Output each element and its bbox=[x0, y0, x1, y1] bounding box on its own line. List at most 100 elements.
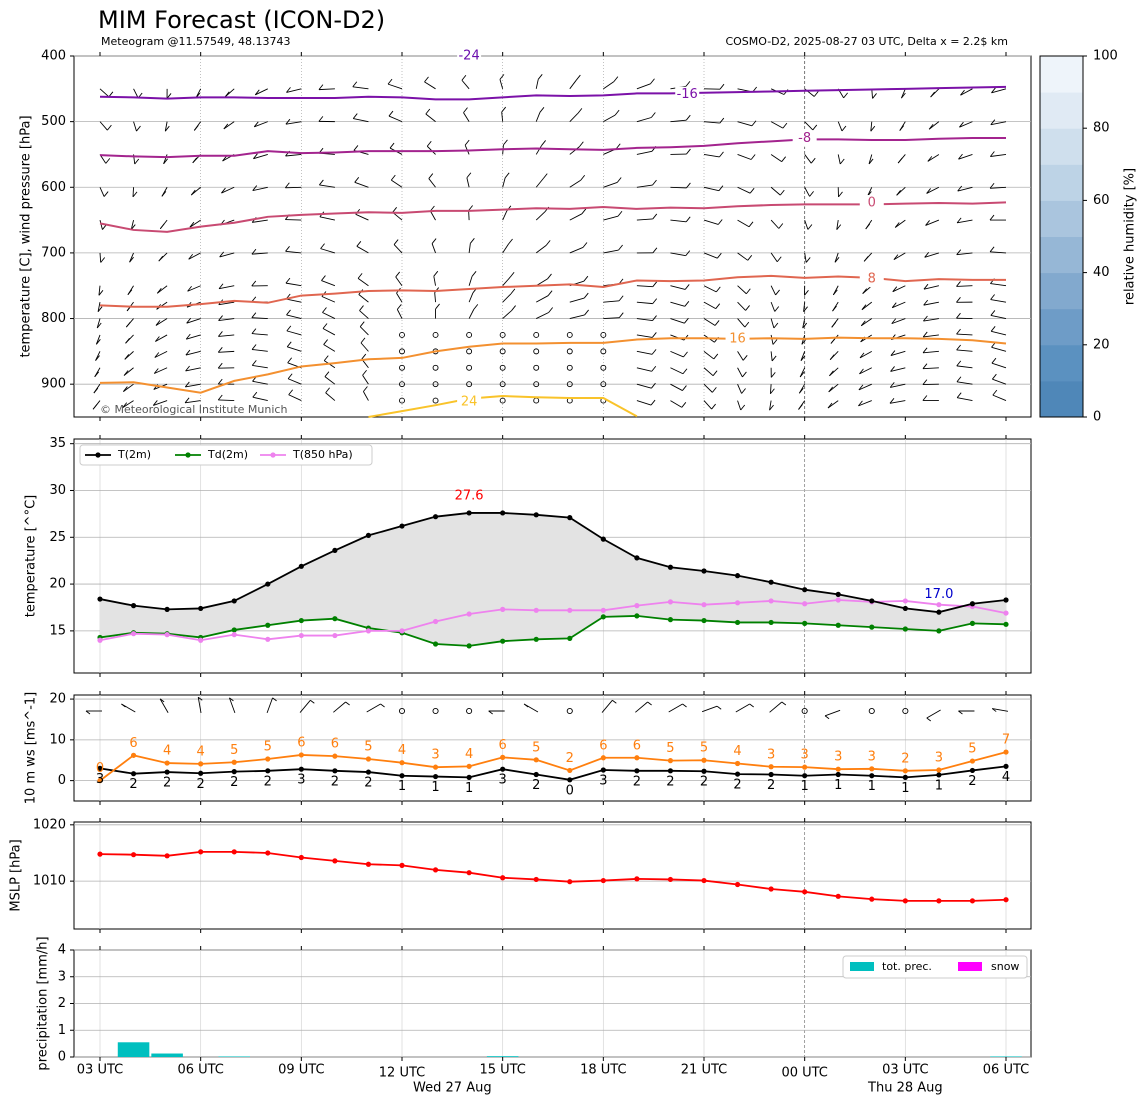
calm-marker bbox=[499, 381, 506, 388]
wind-barb bbox=[433, 276, 436, 286]
x-tick-label: 15 UTC bbox=[479, 1063, 525, 1078]
wind-barb-feather bbox=[252, 185, 258, 191]
wind-barb bbox=[434, 292, 437, 303]
wind-barb-feather bbox=[324, 371, 330, 377]
wind-barb-feather bbox=[742, 371, 747, 378]
wind-barb bbox=[990, 314, 1007, 319]
surface-wind-barb bbox=[601, 699, 613, 713]
wind-barb-feather bbox=[223, 123, 229, 130]
wind-barb-feather bbox=[156, 288, 162, 294]
wind-barb-feather bbox=[872, 93, 877, 99]
colorbar-swatch bbox=[1040, 128, 1083, 165]
t2m-line-marker bbox=[432, 514, 439, 520]
wind-barb-feather bbox=[652, 298, 658, 304]
y-tick-label: 1020 bbox=[33, 817, 66, 832]
wind-barb-feather bbox=[509, 271, 515, 278]
wind-barb bbox=[957, 397, 973, 402]
wind-barb bbox=[218, 318, 235, 321]
wind-panel bbox=[73, 694, 1032, 802]
gust-label: 4 bbox=[398, 743, 406, 758]
wind-barb-feather bbox=[652, 213, 658, 220]
wind-barb-feather bbox=[218, 315, 223, 321]
wind-barb-feather bbox=[650, 78, 655, 85]
wind-barb bbox=[186, 334, 201, 340]
wind-speed-label: 2 bbox=[364, 776, 372, 791]
wind-barb bbox=[991, 346, 1007, 352]
surface-wind-barb-feather bbox=[310, 699, 315, 704]
wind-barb bbox=[535, 145, 543, 155]
wind-barb bbox=[569, 314, 585, 319]
surface-wind-barb bbox=[299, 699, 311, 713]
wind-barb bbox=[670, 285, 686, 290]
wind-barb bbox=[737, 252, 748, 261]
wind-barb bbox=[859, 367, 872, 375]
gust-label: 0 bbox=[96, 761, 104, 776]
wind-speed-line-marker bbox=[332, 768, 338, 774]
y-tick-label: 10 bbox=[49, 732, 66, 747]
wind-barb-feather bbox=[868, 158, 874, 165]
wind-barb bbox=[737, 367, 743, 378]
calm-marker bbox=[432, 381, 439, 388]
wind-barb-feather bbox=[503, 139, 508, 146]
wind-barb bbox=[463, 112, 470, 122]
gust-label: 7 bbox=[1002, 733, 1010, 748]
t2m-line-marker bbox=[164, 606, 170, 612]
wind-barb-feather bbox=[719, 151, 724, 158]
td2m-line-marker bbox=[332, 616, 338, 622]
isotherm-label-bg bbox=[457, 393, 482, 410]
wind-barb-feather bbox=[652, 281, 658, 287]
isotherm-label-bg bbox=[457, 48, 482, 64]
isotherm-label-bg bbox=[859, 195, 884, 212]
t2m-line-marker bbox=[399, 523, 405, 529]
wind-barb-feather bbox=[685, 114, 691, 121]
calm-marker bbox=[566, 332, 573, 338]
wind-barb-feather bbox=[319, 179, 324, 186]
surface-wind-barb-feather bbox=[197, 696, 203, 701]
y-tick-label: 0 bbox=[58, 773, 66, 788]
wind-barb bbox=[892, 301, 906, 309]
wind-barb-feather bbox=[990, 310, 996, 316]
mslp-line-marker bbox=[466, 870, 472, 876]
calm-marker bbox=[533, 364, 540, 371]
wind-barb-feather bbox=[98, 290, 104, 296]
wind-barb-feather bbox=[992, 389, 998, 396]
gust-label: 5 bbox=[230, 743, 238, 758]
wind-barb bbox=[502, 210, 508, 221]
wind-speed-line-marker bbox=[365, 769, 372, 775]
wind-speed-label: 2 bbox=[968, 774, 976, 789]
wind-barb-feather bbox=[841, 125, 847, 132]
wind-barb-feather bbox=[618, 244, 623, 251]
wind-barb-feather bbox=[435, 303, 440, 310]
wind-barb-feather bbox=[92, 403, 98, 410]
wind-barb bbox=[703, 367, 714, 377]
wind-speed-line-marker bbox=[768, 771, 774, 778]
wind-barb bbox=[960, 88, 973, 96]
wind-barb-feather bbox=[251, 344, 257, 350]
t850-line-marker bbox=[500, 606, 506, 612]
y-tick-label: 800 bbox=[41, 311, 66, 326]
wind-barb-feather bbox=[956, 297, 961, 303]
wind-barb bbox=[957, 186, 973, 192]
surface-wind-barb bbox=[635, 701, 648, 713]
wind-barb bbox=[958, 154, 973, 160]
wind-speed-label: 1 bbox=[935, 778, 943, 793]
wind-barb-feather bbox=[990, 294, 995, 300]
calm-marker bbox=[399, 364, 405, 371]
wind-barb bbox=[359, 326, 369, 336]
wind-barb-feather bbox=[100, 257, 106, 263]
gust-label: 3 bbox=[935, 751, 943, 766]
wind-barb bbox=[770, 219, 780, 229]
wind-barb bbox=[603, 81, 615, 90]
wind-barb-feather bbox=[990, 326, 996, 332]
wind-barb bbox=[251, 252, 268, 255]
wind-barb bbox=[185, 400, 201, 404]
t2m-line-marker bbox=[365, 532, 372, 539]
wind-barb bbox=[322, 312, 336, 319]
wind-barb-feather bbox=[125, 321, 131, 328]
wind-barb-feather bbox=[779, 189, 785, 196]
wind-barb-feather bbox=[253, 153, 258, 159]
wind-barb-feather bbox=[803, 306, 808, 312]
wind-barb bbox=[636, 400, 652, 406]
wind-barb bbox=[99, 219, 103, 230]
wind-barb-feather bbox=[286, 325, 292, 332]
